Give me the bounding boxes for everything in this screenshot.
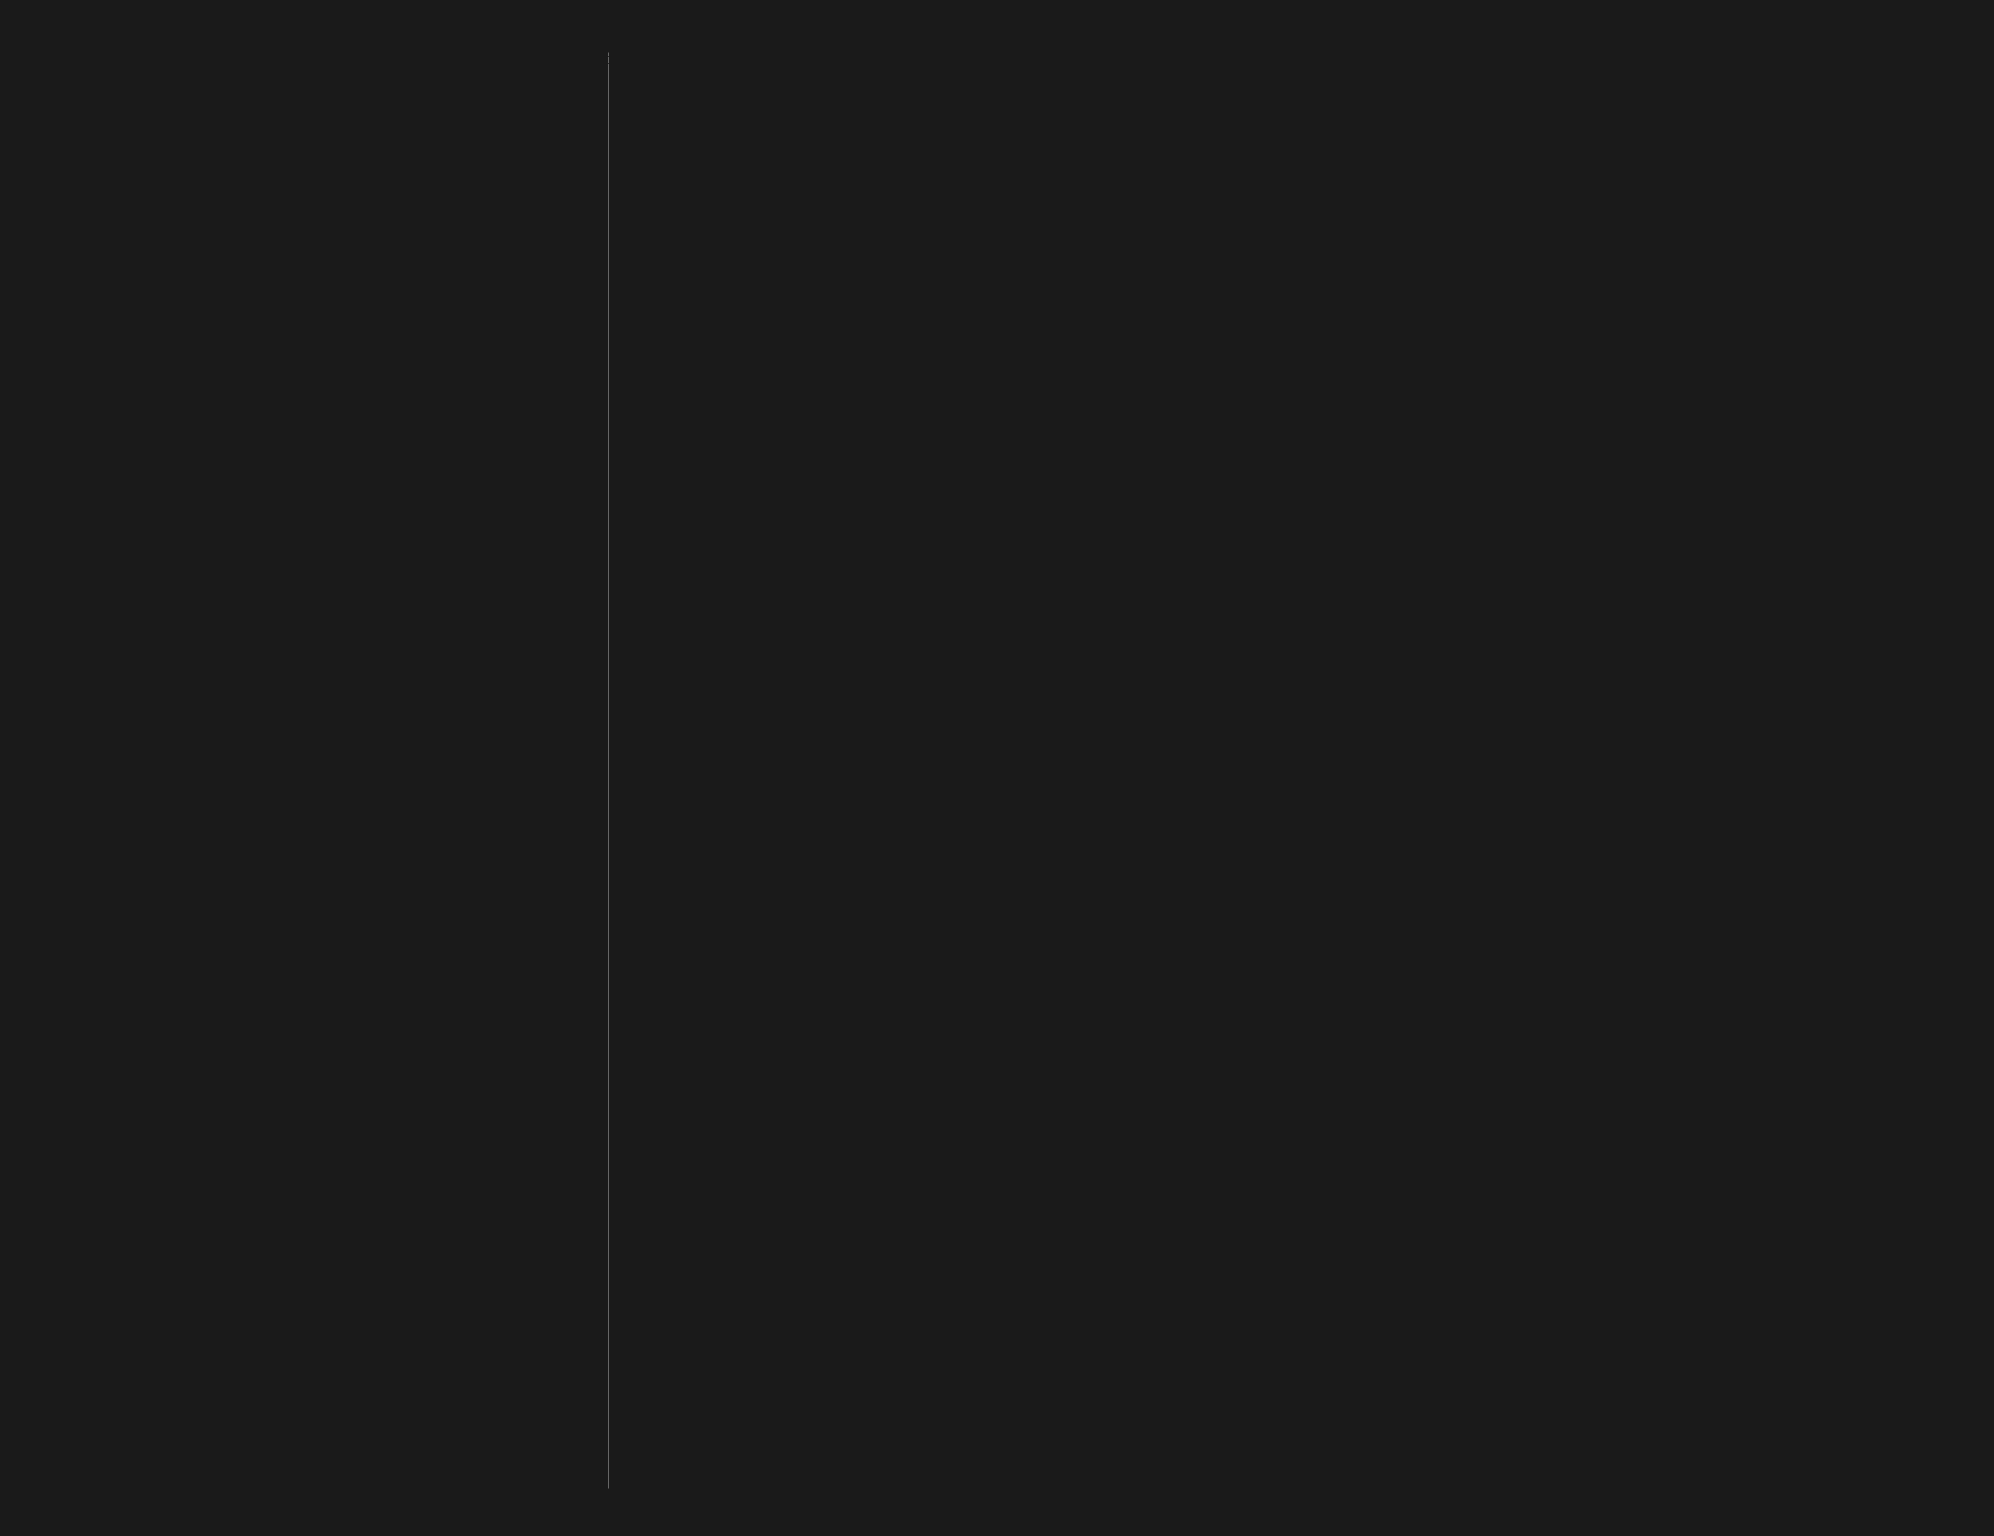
Text: Anm.  Om Extrahusholdninger henvises til Instruktionen for Tællerne.: Anm. Om Extrahusholdninger henvises til … [96, 78, 467, 88]
Text: i
Etagerne.: i Etagerne. [1326, 1459, 1368, 1478]
Text: //: // [1868, 1051, 1876, 1063]
Text: Antal
Kjøk-
kener⁴): Antal Kjøk- kener⁴) [949, 1487, 975, 1514]
Text: 7.: 7. [96, 865, 106, 874]
Text: Person-
sedler-
nes
Numer.: Person- sedler- nes Numer. [291, 1468, 325, 1508]
Text: Grund.: Grund. [638, 353, 672, 362]
Text: 11.: 11. [96, 429, 112, 438]
Text: Antal tilstedeværende Personer
(a + b), der havde sit
Natteophold: Antal tilstedeværende Personer (a + b), … [1376, 1401, 1533, 1430]
Text: eller Havedyrkning finder Sted.: eller Havedyrkning finder Sted. [98, 392, 255, 399]
Text: nøiagtigt angives.: nøiagtigt angives. [98, 318, 185, 327]
Text: 2.: 2. [96, 1409, 106, 1419]
Text: a.: a. [371, 1410, 381, 1419]
Text: -: - [307, 1299, 311, 1310]
Text: c.: c. [542, 1410, 552, 1419]
Text: l Bredt: l Bredt [98, 1174, 134, 1218]
Text: omšue: omšue [102, 1284, 138, 1326]
Text: Har en Person flere væsentlige Erhvervskilder, bør samtlige nøiagtigt: Har en Person flere væsentlige Erhvervsk… [98, 275, 443, 284]
Text: -: - [307, 1081, 311, 1092]
Text: Husfaderens eller Husmode-
rens samt de ensligt levende
Persons Navne.: Husfaderens eller Husmode- rens samt de … [118, 1475, 249, 1504]
Text: Hjemmehørende Folkemængde (a + c):  .......... Mænd, .......... Kvinder.: Hjemmehørende Folkemængde (a + c): .....… [84, 240, 479, 250]
Text: ): ) [1807, 1432, 1813, 1444]
Text: Lignende Opgave meddeles for de ubebyggede Grunde, hvor Udsæd: Lignende Opgave meddeles for de ubebygge… [98, 376, 453, 386]
Text: 3.: 3. [96, 1299, 106, 1310]
Text: vedkommende Familie.: vedkommende Familie. [638, 300, 750, 307]
Text: 1.: 1. [96, 1518, 106, 1527]
Text: For de af Andre Forsørgede maa i Rubrik 10 Forsørgerens Livsstilling: For de af Andre Forsørgede maa i Rubrik … [98, 304, 461, 313]
Text: ¹) Ved Udfyldning af denne Del af Schemaet iagttages, at Oplysningerne meddeles: ¹) Ved Udfyldning af denne Del af Schema… [638, 258, 1037, 267]
Text: -: - [307, 865, 311, 874]
Text: paa
Kvist
eller
Loft.: paa Kvist eller Loft. [1687, 1487, 1709, 1522]
Text: stykke Kreaturhold, Udsæd, det til Kjøkkenhavevæxter anvendte Areal: stykke Kreaturhold, Udsæd, det til Kjøkk… [98, 347, 449, 356]
Text: ²) Beboelseskjælder og Kvist regnes ikke som Etager.: ²) Beboelseskjælder og Kvist regnes ikke… [638, 326, 897, 335]
Text: 5.: 5. [96, 1081, 106, 1092]
Text: -: - [307, 756, 311, 765]
Text: ℓ: ℓ [1864, 1213, 1872, 1227]
Text: 8.: 8. [96, 756, 106, 765]
Text: -: - [307, 647, 311, 656]
Text: 9.: 9. [96, 647, 106, 656]
Text: Schema 1a,  Familiehusholdninger og ensligt levende Personer.: Schema 1a, Familiehusholdninger og ensli… [96, 52, 618, 68]
Text: 12.: 12. [96, 319, 112, 330]
Text: Antal
Værelser: Antal Værelser [873, 1459, 919, 1478]
Text: Antal beboede
Bekæmmelig-
heder.: Antal beboede Bekæmmelig- heder. [636, 1471, 662, 1530]
Text: 4.: 4. [96, 1190, 106, 1201]
Text: Beboelsesforholdene ¹).: Beboelsesforholdene ¹). [768, 54, 925, 66]
Text: samt Kjøreredskaber efter Schemaets Anvisning.: samt Kjøreredskaber efter Schemaets Anvi… [98, 362, 341, 370]
Text: ℓ: ℓ [1874, 1322, 1882, 1335]
Text: 10.: 10. [96, 538, 112, 547]
Text: 1-: 1- [303, 1518, 313, 1527]
Text: é samme Linie som de paa modståaende Side meddelte Oplysninger for Beboerne. Dog: é samme Linie som de paa modståaende Sid… [638, 272, 1085, 283]
Text: -: - [307, 972, 311, 983]
Text: Cecilie: Cecilie [108, 1392, 144, 1435]
Text: Ialt:: Ialt: [96, 232, 122, 243]
Text: ℓ: ℓ [142, 1516, 152, 1530]
Bar [1858, 112, 1922, 132]
Text: 3.  I Schema 3 anføres for hvert Hus samt det til samme hørende Grund-: 3. I Schema 3 anføres for hvert Hus samt… [98, 333, 459, 343]
Text: ⁴) Ved Kjøkken sættes ½, dersom det er fælles for 2 Familier, samt 0, hvor intet: ⁴) Ved Kjøkken sættes ½, dersom det er f… [638, 381, 1021, 390]
Text: -: - [307, 429, 311, 438]
Text: -: - [307, 1409, 311, 1419]
Text: Jos. Bredt: Jos. Bredt [102, 642, 160, 660]
Text: .: . [1846, 527, 1850, 541]
Text: Personer, der
kun midler-
tidigt (som
tilreisende
eller
besøgende)
opholdt sig
p: Personer, der kun midler- tidigt (som ti… [439, 1467, 489, 1536]
Text: beregnes, idet dog den vigtigste sættes først.: beregnes, idet dog den vigtigste sættes … [98, 289, 323, 298]
Text: ℓ: ℓ [1868, 1104, 1876, 1118]
Text: ℓ: ℓ [1864, 886, 1872, 900]
Text: Personer, der
baade vare bo-
satte og opholdt
sig paa Stedet
1 Jan. 1891.: Personer, der baade vare bo- satte og op… [343, 1481, 409, 1525]
Text: -: - [307, 1190, 311, 1201]
Text: Deres Beliggenhed
i Forhus, Side- eller
Mellembygning,
Baghus o. s. v.
samt i hv: Deres Beliggenhed i Forhus, Side- eller … [718, 1470, 804, 1531]
Text: ³) Som Kjælderværelser regnes de, hvis Gulv ligger under den tilstedende Gade el: ³) Som Kjælderværelser regnes de, hvis G… [638, 339, 1049, 349]
Text: b.: b. [459, 1410, 469, 1419]
Text: Personer, der
vare bosatte
paa Stedet
men 1 Jan.
1891 midler-
tidigt fra-
værend: Personer, der vare bosatte paa Stedet me… [520, 1471, 574, 1534]
Text: ℓ: ℓ [1081, 561, 1089, 573]
Text: Logærende, der ikke spise Middag ved Familiens Bord, her at medregne sammen med: Logærende, der ikke spise Middag ved Fam… [638, 286, 1057, 295]
Text: Schema 1b.: Schema 1b. [636, 52, 732, 68]
Text: Tilstedeærende Folkemængde (a + b):  .......... Mænd, .......... Kvinder.: Tilstedeærende Folkemængde (a + b): ....… [84, 221, 473, 232]
Text: Kjøkken hører til Bekvæmmeligheden.: Kjøkken hører til Bekvæmmeligheden. [638, 393, 826, 402]
Text: i Kjæl-
der.: i Kjæl- der. [1091, 1459, 1119, 1478]
Text: 6.: 6. [96, 972, 106, 983]
Text: x: x [1874, 965, 1880, 974]
Text: Vend!: Vend! [1880, 118, 1922, 132]
